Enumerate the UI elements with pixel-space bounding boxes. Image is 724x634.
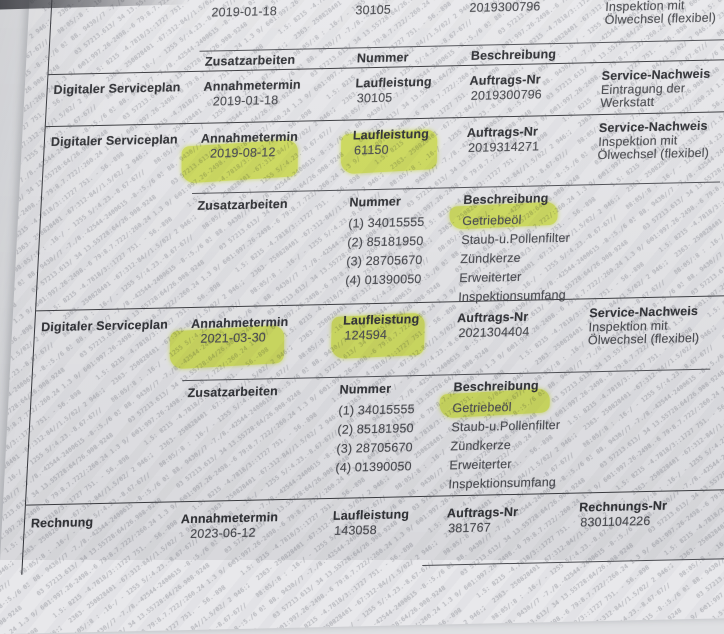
annahmetermin-value: 2023-06-12 xyxy=(180,526,256,542)
service-nachweis-line: Ölwechsel (flexibel) xyxy=(604,10,724,28)
annahmetermin-header: Annahmetermin xyxy=(191,315,289,332)
nummer-item: (4) 01390050 xyxy=(335,456,444,477)
rechnungs-nr-value: 8301104226 xyxy=(578,514,651,530)
nummer-item: (4) 01390050 xyxy=(345,269,454,290)
auftrags-nr-header: Auftrags-Nr xyxy=(457,310,529,326)
row-type-label: Digitaler Serviceplan xyxy=(32,308,186,383)
zusatzarbeiten-block: Zusatzarbeiten Nummer (1) 34015555 (2) 8… xyxy=(26,368,724,504)
zusatzarbeiten-block: Zusatzarbeiten Nummer (1) 34015555 (2) 8… xyxy=(36,181,724,310)
rechnungs-nr-header: Rechnungs-Nr xyxy=(579,499,668,515)
auftrags-nr-header: Auftrags-Nr xyxy=(467,124,539,140)
auftrags-nr-value: 2019300796 xyxy=(468,87,542,104)
nummer-item: (3) 28705670 xyxy=(346,250,455,271)
annahmetermin-value: 2021-03-30 xyxy=(190,330,266,347)
annahmetermin-header: Annahmetermin xyxy=(181,510,279,526)
auftrags-nr-header: Auftrags-Nr xyxy=(469,72,541,88)
auftrags-nr-header: Auftrags-Nr xyxy=(447,505,519,521)
nummer-header: Nummer xyxy=(349,193,458,210)
nummer-header: Nummer xyxy=(339,380,448,397)
nummer-header: Nummer xyxy=(350,46,465,68)
laufleistung-value: 30105 xyxy=(354,91,392,107)
nummer-item: (2) 85181950 xyxy=(347,231,456,252)
row-type-label: Digitaler Serviceplan xyxy=(42,124,196,196)
laufleistung-header: Laufleistung xyxy=(355,75,432,91)
annahmetermin-value: 2019-08-12 xyxy=(200,145,276,162)
nummer-item: (1) 34015555 xyxy=(348,212,457,233)
service-nachweis-line: Ölwechsel (flexibel) xyxy=(588,330,724,348)
zusatzarbeiten-header: Zusatzarbeiten xyxy=(176,378,334,501)
auftrags-nr-value: 2021304404 xyxy=(456,325,530,342)
laufleistung-value: 61150 xyxy=(352,143,389,159)
annahmetermin-value: 2019-01-18 xyxy=(200,0,355,51)
service-history-table: 2019-01-18 30105 2019300796 Service-Nach… xyxy=(21,0,724,575)
laufleistung-header: Laufleistung xyxy=(352,127,429,144)
service-entry-row: Digitaler Serviceplan Annahmetermin 2021… xyxy=(32,294,724,383)
laufleistung-value: 124594 xyxy=(342,328,387,344)
row-type-label: Rechnung xyxy=(22,502,176,573)
zusatzarbeiten-header: Zusatzarbeiten xyxy=(186,191,344,313)
nummer-item: (1) 34015555 xyxy=(338,399,447,420)
laufleistung-header: Laufleistung xyxy=(343,312,420,329)
nummer-item: (2) 85181950 xyxy=(337,418,446,439)
laufleistung-value: 30105 xyxy=(352,0,469,47)
annahmetermin-header: Annahmetermin xyxy=(200,130,298,147)
auftrags-nr-value: 2019300796 xyxy=(466,0,601,45)
row-type-label: Digitaler Serviceplan xyxy=(46,72,199,126)
annahmetermin-value: 2019-01-18 xyxy=(202,93,278,110)
nummer-item: (3) 28705670 xyxy=(336,437,445,458)
auftrags-nr-value: 381767 xyxy=(446,520,491,535)
service-nachweis-line: Ölwechsel (flexibel) xyxy=(597,145,724,163)
beschreibung-header: Beschreibung xyxy=(453,373,724,395)
laufleistung-header: Laufleistung xyxy=(333,507,410,523)
auftrags-nr-value: 2019314271 xyxy=(466,139,540,156)
laufleistung-value: 143058 xyxy=(332,523,377,538)
annahmetermin-header: Annahmetermin xyxy=(203,78,301,94)
beschreibung-header: Beschreibung xyxy=(463,186,724,208)
